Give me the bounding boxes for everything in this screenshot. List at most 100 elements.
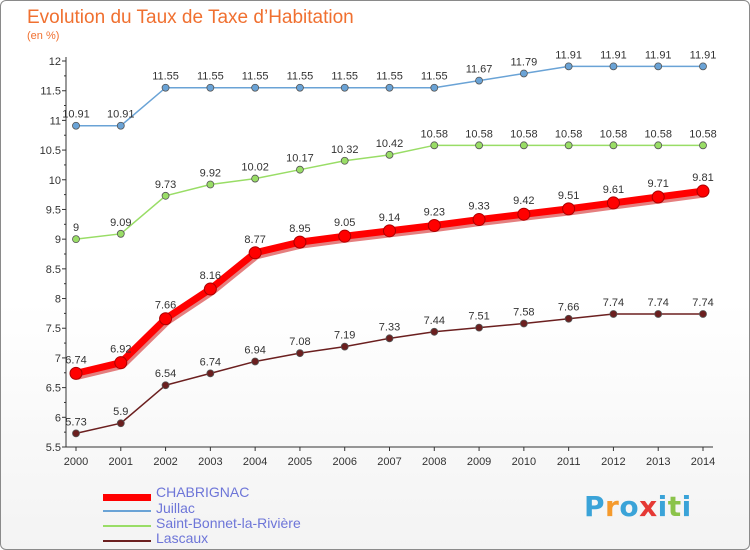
data-point (340, 342, 349, 351)
logo-letter: r (605, 490, 620, 523)
data-label: 10.58 (421, 128, 449, 140)
y-tick-label: 11 (50, 115, 61, 127)
data-point (72, 429, 80, 438)
data-point (562, 202, 576, 216)
data-label: 9.05 (334, 217, 355, 229)
x-tick-label: 2002 (153, 456, 177, 468)
data-label: 9.33 (468, 201, 489, 213)
data-point (472, 213, 486, 227)
data-label: 7.66 (558, 302, 579, 314)
data-point (519, 319, 528, 328)
data-point (517, 207, 531, 221)
data-label: 9.09 (110, 217, 131, 229)
data-label: 6.94 (244, 344, 265, 356)
data-label: 8.95 (289, 223, 310, 235)
y-tick-label: 6.5 (46, 383, 61, 395)
legend-label: Lascaux (156, 530, 209, 546)
data-label: 11.55 (152, 71, 179, 83)
logo-letter: P (584, 490, 606, 523)
data-point (296, 165, 304, 174)
logo-letter: i (657, 490, 668, 523)
logo-letter: x (639, 490, 658, 523)
data-point (69, 366, 83, 380)
data-label: 7.74 (692, 297, 713, 309)
data-point (699, 62, 707, 71)
x-tick-label: 2009 (467, 456, 491, 468)
data-point (427, 218, 441, 232)
data-label: 7.66 (155, 300, 176, 312)
x-tick-label: 2011 (557, 456, 581, 468)
data-point (654, 310, 663, 318)
y-tick-label: 7.5 (46, 323, 61, 335)
data-point (609, 310, 618, 318)
data-label: 10.58 (600, 128, 628, 140)
data-point (248, 246, 262, 260)
data-label: 9.71 (648, 178, 669, 190)
data-point (475, 323, 483, 332)
data-label: 11.91 (600, 49, 627, 61)
data-label: 6.74 (65, 354, 86, 366)
data-point (564, 314, 573, 323)
data-point (609, 141, 618, 150)
y-tick-label: 8 (55, 294, 61, 306)
data-label: 7.74 (648, 297, 669, 309)
data-label: 7.08 (289, 336, 310, 348)
data-point (475, 76, 483, 85)
data-label: 10.02 (241, 162, 269, 174)
data-point (651, 190, 665, 204)
data-point (161, 191, 170, 200)
unit-label: (en %) (27, 30, 60, 42)
data-label: 9.81 (692, 172, 713, 184)
data-point (609, 62, 618, 71)
data-point (203, 282, 217, 296)
y-tick-label: 7 (55, 353, 61, 365)
logo-letter: t (667, 490, 682, 523)
data-point (385, 150, 394, 159)
data-label: 9.14 (379, 212, 400, 224)
data-point (296, 349, 304, 358)
data-label: 10.58 (510, 128, 538, 140)
data-point (251, 357, 260, 366)
data-point (385, 334, 394, 343)
y-tick-label: 10 (49, 175, 61, 187)
data-point (161, 83, 170, 92)
data-point (206, 369, 215, 378)
data-label: 7.58 (513, 306, 534, 318)
data-label: 10.42 (376, 138, 404, 150)
data-label: 10.58 (465, 128, 493, 140)
data-point (116, 419, 125, 428)
x-tick-label: 2006 (332, 456, 356, 468)
legend-label: CHABRIGNAC (156, 484, 250, 500)
data-label: 11.55 (242, 71, 269, 83)
data-label: 11.55 (421, 71, 448, 83)
y-tick-label: 12 (49, 56, 61, 68)
data-point (340, 156, 349, 165)
data-point (383, 224, 396, 238)
legend-label: Juillac (156, 500, 195, 516)
data-point (116, 229, 125, 238)
data-label: 9 (73, 222, 79, 234)
data-point (159, 312, 173, 326)
y-tick-label: 5.5 (46, 442, 61, 454)
data-point (296, 83, 304, 92)
y-tick-label: 11.5 (40, 86, 61, 98)
logo-letter: o (619, 490, 640, 523)
data-point (206, 83, 215, 92)
data-label: 9.51 (558, 190, 579, 202)
data-label: 8.77 (244, 234, 265, 246)
data-label: 7.74 (603, 297, 624, 309)
data-point (293, 235, 307, 249)
data-label: 10.17 (286, 153, 314, 165)
data-label: 9.92 (200, 168, 221, 180)
data-point (654, 62, 663, 71)
data-label: 10.58 (555, 128, 583, 140)
data-label: 11.55 (376, 71, 403, 83)
data-point (699, 141, 707, 150)
data-point (699, 310, 707, 318)
data-point (206, 180, 215, 189)
data-point (430, 327, 439, 336)
data-label: 11.91 (555, 49, 582, 61)
data-point (72, 235, 80, 244)
data-label: 8.16 (200, 270, 221, 282)
data-label: 10.32 (331, 144, 359, 156)
